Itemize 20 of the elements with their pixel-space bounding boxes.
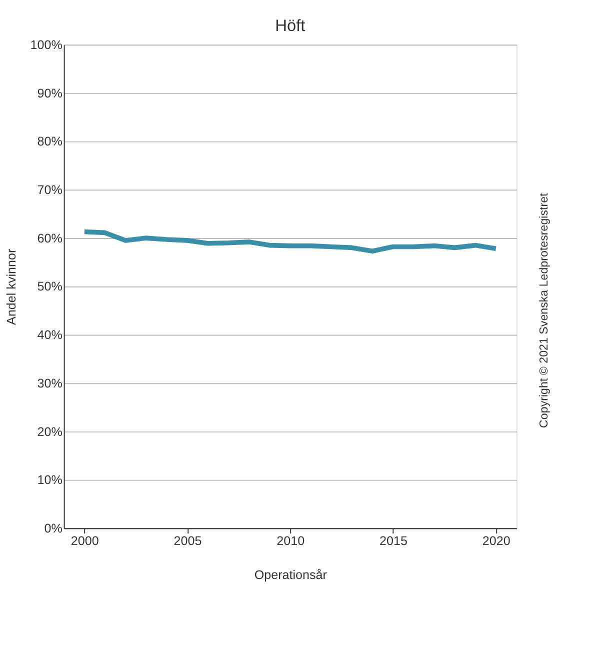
y-tick-label: 80% bbox=[37, 134, 62, 149]
y-tick-label: 70% bbox=[37, 183, 62, 198]
y-tick-label: 60% bbox=[37, 231, 62, 246]
y-tick-label: 0% bbox=[44, 522, 62, 536]
y-tick-label: 40% bbox=[37, 328, 62, 342]
chart-title: Höft bbox=[275, 17, 306, 36]
x-tick-label: 2000 bbox=[70, 534, 99, 548]
x-axis-title: Operationsår bbox=[254, 568, 327, 582]
y-tick-label: 10% bbox=[37, 473, 62, 488]
x-tick-label: 2005 bbox=[174, 534, 202, 548]
y-tick-label: 100% bbox=[30, 38, 62, 52]
y-axis-title: Andel kvinnor bbox=[4, 248, 19, 325]
y-tick-label: 30% bbox=[37, 376, 62, 390]
y-tick-label: 90% bbox=[37, 86, 62, 100]
x-tick-label: 2020 bbox=[482, 534, 510, 548]
x-tick-label: 2015 bbox=[380, 534, 408, 548]
y-tick-label: 20% bbox=[37, 424, 62, 439]
y-tick-label: 50% bbox=[37, 280, 62, 294]
x-tick-label: 2010 bbox=[276, 534, 305, 548]
text: Copyright © 2021 Svenska Ledprotesregistret bbox=[537, 192, 550, 428]
